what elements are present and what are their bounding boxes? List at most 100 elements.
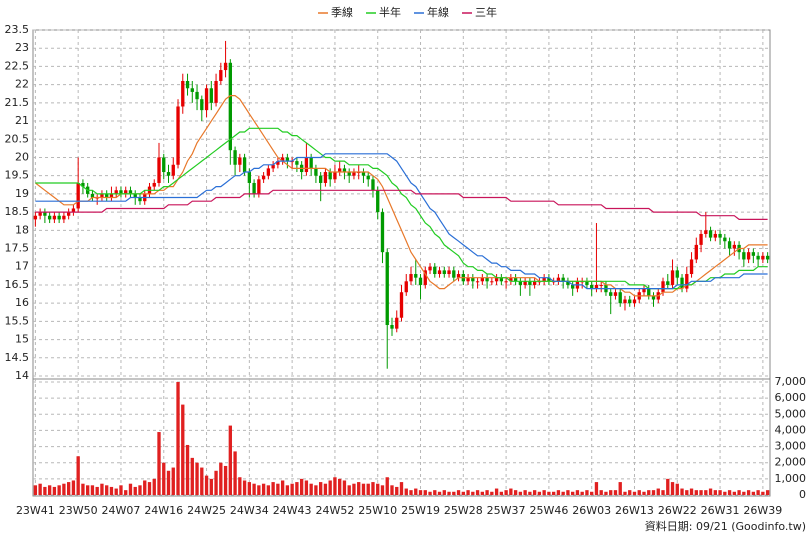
candle-body (414, 274, 418, 278)
candle-body (171, 164, 175, 176)
volume-bar (38, 483, 42, 495)
volume-bar (119, 485, 123, 495)
volume-bar (537, 491, 542, 495)
candle-body (433, 266, 437, 275)
candle-body (409, 274, 413, 282)
volume-bar (399, 482, 404, 495)
volume-bar (342, 480, 347, 495)
volume-bar (105, 485, 109, 495)
candle-body (114, 190, 118, 194)
volume-bar (380, 485, 385, 495)
volume-bar (528, 491, 532, 495)
volume-bar (33, 485, 38, 495)
candle-body (423, 270, 427, 285)
volume-bar (361, 483, 366, 495)
volume-bar (95, 486, 99, 495)
x-tick-label: 24W34 (230, 504, 269, 517)
x-tick-label: 26W13 (615, 504, 654, 517)
volume-bar (642, 491, 646, 495)
volume-bar (423, 490, 427, 495)
volume-bar (599, 490, 603, 495)
candle-body (390, 325, 394, 329)
volume-bar (661, 490, 665, 495)
candle-body (238, 157, 242, 165)
candle-body (532, 281, 537, 285)
volume-bar (452, 491, 456, 495)
candle-body (295, 161, 299, 165)
volume-bar (214, 470, 218, 495)
volume-tick-label: 5,000 (775, 407, 807, 420)
volume-bar (433, 490, 437, 495)
candle-body (437, 270, 442, 275)
volume-bar (623, 491, 627, 495)
candle-body (528, 281, 532, 285)
volume-bar (366, 483, 370, 495)
candle-body (219, 70, 223, 81)
volume-bar (727, 490, 732, 495)
volume-bar (746, 490, 751, 495)
volume-bar (143, 480, 147, 495)
volume-bar (319, 482, 323, 495)
volume-bar (181, 404, 185, 495)
candle-body (751, 252, 756, 256)
candle-body (466, 277, 470, 282)
x-tick-label: 25W19 (401, 504, 440, 517)
volume-bar (238, 477, 242, 495)
volume-bar (594, 482, 599, 495)
candle-body (456, 274, 461, 278)
candle-body (361, 172, 366, 176)
candle-body (523, 281, 527, 285)
ma-line (35, 127, 768, 290)
volume-bar (632, 491, 637, 495)
volume-bar (81, 483, 85, 495)
x-tick-label: 23W41 (16, 504, 55, 517)
candle-body (475, 281, 480, 283)
volume-bar (209, 478, 213, 495)
y-tick-label: 21.5 (5, 96, 30, 109)
candle-body (756, 255, 760, 260)
volume-tick-label: 1,000 (775, 472, 807, 485)
volume-bar (323, 483, 328, 495)
candle-body (471, 277, 475, 282)
volume-bar (428, 491, 432, 495)
candle-body (90, 193, 95, 198)
candle-body (71, 208, 76, 213)
candle-body (314, 168, 318, 176)
volume-bar (647, 490, 651, 495)
volume-bar (651, 490, 656, 495)
volume-bar (352, 483, 356, 495)
volume-bar (66, 482, 71, 495)
volume-bar (523, 490, 527, 495)
volume-bar (285, 485, 290, 495)
candle-body (309, 157, 313, 169)
y-tick-label: 16.5 (5, 278, 30, 291)
volume-bar (575, 490, 580, 495)
volume-bar (280, 480, 285, 495)
volume-bar (223, 465, 228, 495)
volume-bar (666, 478, 670, 495)
candle-body (200, 99, 204, 111)
volume-bar (418, 490, 423, 495)
volume-bar (461, 491, 465, 495)
volume-bar (761, 491, 765, 495)
volume-bar (723, 491, 727, 495)
volume-bar (200, 467, 204, 495)
volume-bar (737, 490, 741, 495)
volume-bar (333, 477, 337, 495)
volume-bar (551, 491, 556, 495)
volume-bar (732, 491, 737, 495)
volume-bar (204, 475, 209, 495)
volume-bar (295, 482, 299, 495)
candle-body (280, 157, 285, 162)
volume-bar (52, 486, 57, 495)
y-tick-label: 19 (15, 187, 29, 200)
volume-bar (580, 491, 584, 495)
volume-bar (328, 480, 332, 495)
volume-bar (404, 488, 408, 495)
volume-bar (190, 457, 194, 495)
y-tick-label: 16 (15, 296, 29, 309)
y-tick-label: 17 (15, 260, 29, 273)
candle-body (181, 80, 185, 107)
